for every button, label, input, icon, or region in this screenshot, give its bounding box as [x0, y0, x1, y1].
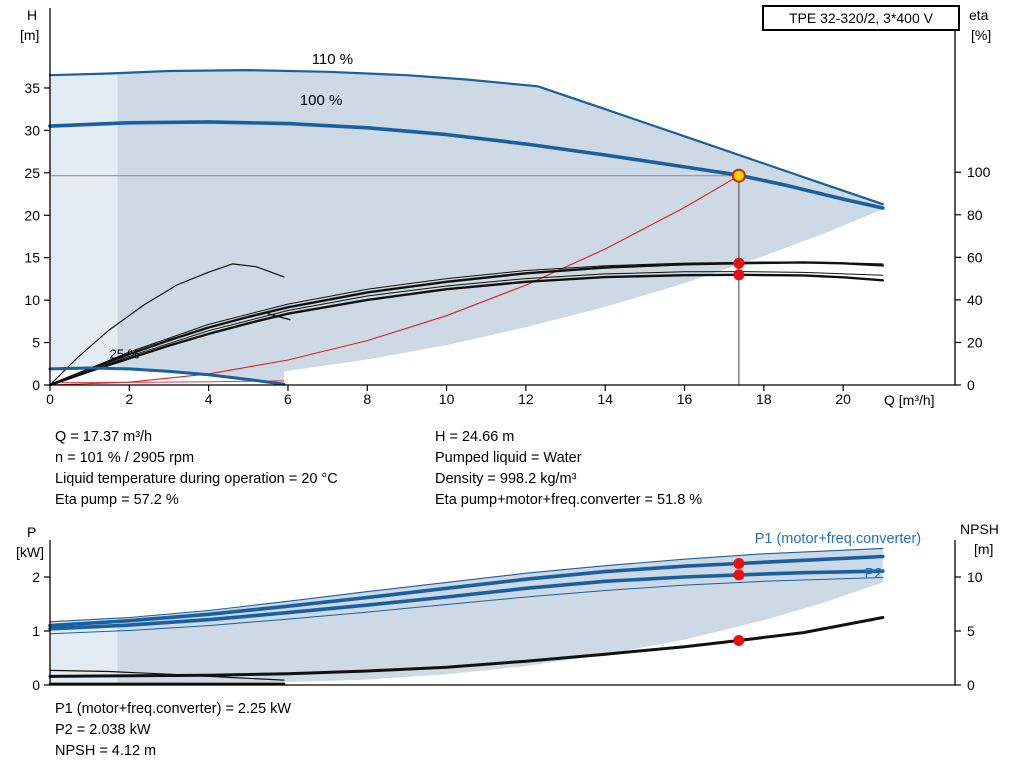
q-axis-label: Q [m³/h] [884, 392, 935, 408]
y-left-tick-label: 20 [24, 207, 40, 223]
eta-total-marker [733, 269, 745, 281]
x-tick-label: 0 [46, 391, 54, 407]
label-110-percent: 110 % [312, 51, 353, 68]
label-p2: P2 [865, 566, 883, 582]
x-tick-label: 2 [125, 391, 133, 407]
eta-axis-name: eta [969, 7, 989, 23]
label-100-percent: 100 % [300, 92, 343, 109]
eta-pump-curve [48, 261, 884, 387]
y-left-tick-label: 5 [32, 335, 40, 351]
x-tick-label: 8 [363, 391, 371, 407]
h-axis-name: H [27, 7, 38, 23]
info-h: H = 24.66 m [435, 429, 515, 445]
p2-duty-marker [733, 569, 745, 581]
power-p2: P2 = 2.038 kW [55, 722, 151, 738]
y-right-tick-label: 100 [967, 164, 991, 180]
x-tick-label: 18 [756, 391, 772, 407]
y-left-tick-label: 35 [24, 80, 40, 96]
power-envelope-left-band [50, 619, 118, 684]
x-tick-label: 14 [597, 391, 613, 407]
x-tick-label: 6 [284, 391, 292, 407]
x-tick-label: 10 [439, 391, 455, 407]
power-block: P1 (motor+freq.converter) = 2.25 kW P2 =… [55, 699, 291, 762]
eta-thin-lower [49, 271, 884, 386]
y-right-tick-label: 20 [967, 334, 983, 350]
y-right-tick-label: 80 [967, 207, 983, 223]
operating-envelope [117, 70, 883, 385]
p2-curve [48, 569, 885, 631]
info-column-right: H = 24.66 m Pumped liquid = Water Densit… [435, 427, 702, 511]
y-right-tick-label: 0 [967, 377, 975, 393]
power-envelope [50, 548, 883, 684]
y-left-tick-label: 1 [32, 623, 40, 639]
info-q: Q = 17.37 m³/h [55, 429, 153, 445]
info-eta-total: Eta pump+motor+freq.converter = 51.8 % [435, 492, 703, 508]
info-density: Density = 998.2 kg/m³ [435, 471, 577, 487]
eta-reduced-speed-curve [49, 263, 285, 386]
x-tick-label: 4 [205, 391, 213, 407]
label-25-percent: 25 % [110, 347, 140, 362]
y-right-tick-label: 60 [967, 249, 983, 265]
y-left-tick-label: 25 [24, 165, 40, 181]
system-curve [49, 175, 740, 386]
y-left-tick-label: 0 [32, 677, 40, 693]
p1-upper-bound [49, 547, 884, 623]
info-column-left: Q = 17.37 m³/h n = 101 % / 2905 rpm Liqu… [55, 427, 338, 511]
y-left-tick-label: 2 [32, 569, 40, 585]
system-curve-low [61, 380, 285, 383]
info-temp: Liquid temperature during operation = 20… [55, 471, 338, 487]
eta-axis-unit: [%] [971, 27, 992, 43]
curve-100-percent [48, 120, 885, 210]
p-axis-name: P [27, 524, 37, 540]
npsh-curve [48, 616, 885, 678]
pump-type-label: TPE 32-320/2, 3*400 V [789, 10, 933, 26]
eta-pump-marker [733, 257, 745, 269]
npsh-axis-unit: [m] [974, 541, 994, 557]
y-left-tick-label: 15 [24, 250, 40, 266]
pump-type-box: TPE 32-320/2, 3*400 V [762, 5, 960, 31]
p1-curve [48, 554, 885, 628]
p-axis-unit: [kW] [16, 544, 44, 560]
curve-25-percent [48, 366, 286, 386]
info-liquid: Pumped liquid = Water [435, 450, 582, 466]
y-right-tick-label: 5 [967, 623, 975, 639]
info-eta-pump: Eta pump = 57.2 % [55, 492, 179, 508]
p2-lower-bound [49, 577, 884, 635]
curve-end-tick [267, 312, 291, 321]
y-left-tick-label: 0 [32, 377, 40, 393]
y-left-tick-label: 30 [24, 122, 40, 138]
x-tick-label: 16 [677, 391, 693, 407]
x-tick-label: 12 [518, 391, 534, 407]
envelope-left-band [50, 73, 118, 369]
npsh-axis-name: NPSH [960, 521, 999, 537]
y-right-tick-label: 40 [967, 292, 983, 308]
y-right-tick-label: 10 [967, 569, 983, 585]
eta-total-curve [48, 273, 884, 387]
hq-axes-frame [49, 8, 956, 386]
x-tick-label: 20 [835, 391, 851, 407]
y-left-tick-label: 10 [24, 292, 40, 308]
duty-point-marker [731, 168, 746, 183]
label-p1: P1 (motor+freq.converter) [755, 531, 921, 547]
power-npsh: NPSH = 4.12 m [55, 743, 157, 759]
info-n: n = 101 % / 2905 rpm [55, 450, 195, 466]
power-p1: P1 (motor+freq.converter) = 2.25 kW [55, 701, 292, 717]
npsh-duty-marker [733, 635, 745, 646]
curve-110-percent [48, 68, 884, 206]
pq-axes-frame [49, 540, 956, 686]
p1-duty-marker [733, 558, 745, 569]
h-axis-unit: [m] [20, 27, 40, 43]
y-right-tick-label: 0 [967, 677, 975, 693]
